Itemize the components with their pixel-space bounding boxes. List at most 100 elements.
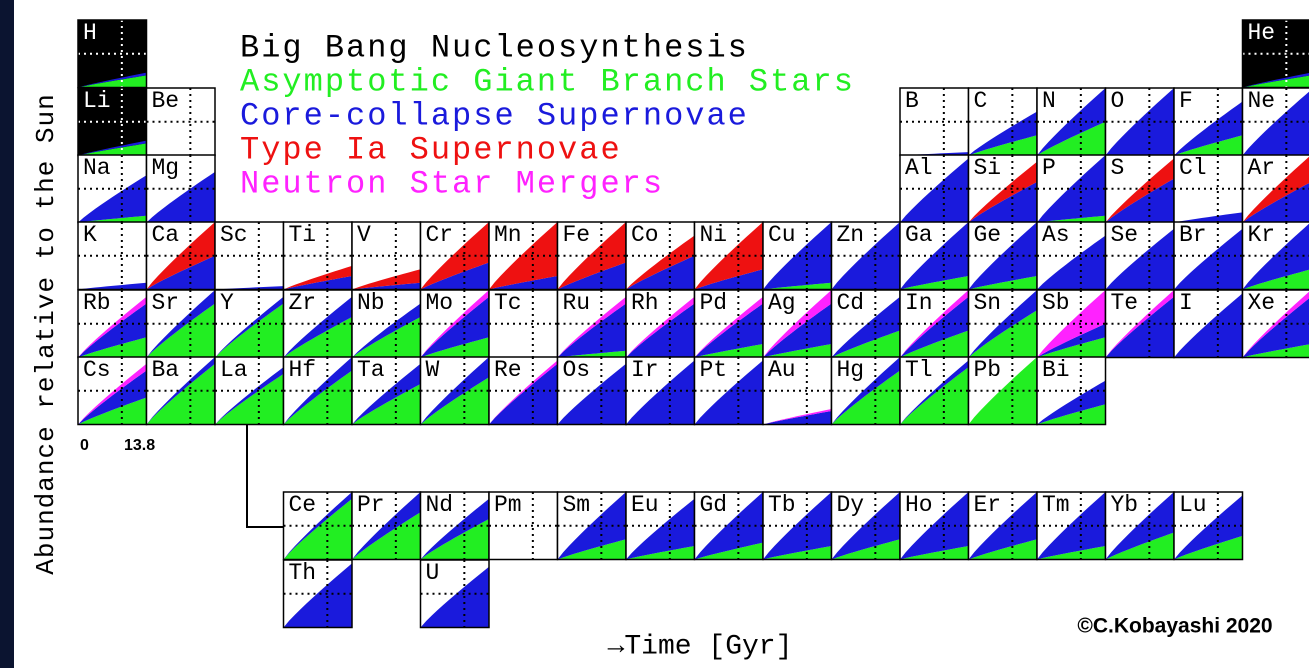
- ccsn-area: [1242, 91, 1309, 156]
- element-symbol: Ba: [152, 357, 180, 383]
- ccsn-area: [352, 303, 421, 358]
- agb-area: [831, 539, 900, 560]
- element-cell: As: [1036, 221, 1107, 291]
- element-symbol: Yb: [1111, 492, 1139, 518]
- x-axis-label: →Time [Gyr]: [608, 631, 793, 662]
- element-symbol: In: [905, 290, 933, 316]
- element-cell: Pb: [967, 356, 1038, 426]
- element-cell: He: [1241, 19, 1309, 89]
- element-cell: K: [77, 221, 148, 291]
- ccsn-area: [1105, 228, 1174, 290]
- agb-area: [78, 215, 147, 223]
- agb-area: [900, 276, 969, 290]
- element-cell: Sn: [967, 289, 1038, 359]
- element-symbol: Y: [220, 290, 234, 316]
- ccsn-area: [1174, 495, 1243, 560]
- ccsn-area: [968, 182, 1037, 223]
- ccsn-area: [900, 492, 969, 560]
- element-symbol: Os: [563, 357, 591, 383]
- element-cell: Mo: [419, 289, 490, 359]
- snia-area: [352, 269, 421, 290]
- element-symbol: Ag: [768, 290, 796, 316]
- element-cell: Ar: [1241, 154, 1309, 224]
- element-cell: Mg: [145, 154, 216, 224]
- element-cell: Pr: [351, 491, 422, 561]
- ccsn-area: [968, 290, 1037, 358]
- element-symbol: Gd: [700, 492, 728, 518]
- ccsn-area: [763, 222, 832, 290]
- agb-area: [78, 337, 147, 358]
- element-symbol: Bi: [1042, 357, 1070, 383]
- agb-area: [352, 317, 421, 358]
- element-cell: Ho: [899, 491, 970, 561]
- ccsn-area: [831, 222, 900, 290]
- ccsn-area: [900, 360, 969, 425]
- ccsn-area: [420, 296, 489, 358]
- cell-bg: [489, 492, 558, 560]
- ccsn-area: [1174, 212, 1243, 223]
- element-cell: Cd: [830, 289, 901, 359]
- element-symbol: Cl: [1179, 155, 1207, 181]
- element-symbol: Cd: [837, 290, 865, 316]
- nsm-area: [78, 363, 147, 425]
- ccsn-area: [283, 296, 352, 358]
- agb-area: [215, 373, 284, 425]
- element-symbol: U: [426, 560, 440, 586]
- element-cell: Mn: [488, 221, 559, 291]
- ccsn-area: [763, 492, 832, 560]
- element-cell: Co: [625, 221, 696, 291]
- element-cell: Be: [145, 87, 216, 157]
- agb-area: [900, 546, 969, 560]
- ccsn-area: [1242, 183, 1309, 223]
- element-cell: Bi: [1036, 356, 1107, 426]
- element-symbol: Mn: [494, 222, 522, 248]
- ccsn-area: [78, 282, 147, 290]
- element-cell: Ta: [351, 356, 422, 426]
- ccsn-area: [489, 363, 558, 425]
- agb-area: [1037, 546, 1106, 560]
- element-cell: Ti: [282, 221, 353, 291]
- element-cell: Gd: [693, 491, 764, 561]
- element-cell: In: [899, 289, 970, 359]
- element-symbol: Pm: [494, 492, 522, 518]
- cell-bg: [78, 222, 147, 290]
- ccsn-area: [900, 296, 969, 358]
- element-cell: Ir: [625, 356, 696, 426]
- element-symbol: V: [357, 222, 371, 248]
- nsm-area: [763, 408, 832, 425]
- ccsn-area: [626, 498, 695, 560]
- agb-area: [283, 370, 352, 425]
- nsm-area: [489, 360, 558, 425]
- element-cell: Dy: [830, 491, 901, 561]
- element-cell: Br: [1173, 221, 1244, 291]
- cell-bg: [1174, 155, 1243, 223]
- element-symbol: Ar: [1248, 155, 1276, 181]
- agb-area: [420, 519, 489, 560]
- legend-entry: Neutron Star Mergers: [240, 165, 664, 202]
- element-symbol: La: [220, 357, 248, 383]
- element-symbol: Li: [83, 88, 111, 114]
- agb-area: [557, 539, 626, 560]
- element-cell: Cu: [762, 221, 833, 291]
- element-cell: P: [1036, 154, 1107, 224]
- ccsn-area: [1037, 88, 1106, 156]
- x-end-label: 13.8: [124, 437, 155, 454]
- agb-area: [1174, 135, 1243, 156]
- element-cell: Tm: [1036, 491, 1107, 561]
- ccsn-area: [78, 140, 147, 156]
- ccsn-area: [968, 492, 1037, 560]
- snia-area: [1105, 158, 1174, 223]
- element-symbol: Sn: [974, 290, 1002, 316]
- nsm-area: [900, 290, 969, 358]
- element-symbol: Se: [1111, 222, 1139, 248]
- element-symbol: Rh: [631, 290, 659, 316]
- element-cell: Os: [556, 356, 627, 426]
- ccsn-area: [626, 360, 695, 425]
- cell-bg: [215, 222, 284, 290]
- element-cell: H: [77, 19, 148, 89]
- element-cell: Fe: [556, 221, 627, 291]
- element-symbol: Te: [1111, 290, 1139, 316]
- ccsn-area: [78, 370, 147, 425]
- element-symbol: Cs: [83, 357, 111, 383]
